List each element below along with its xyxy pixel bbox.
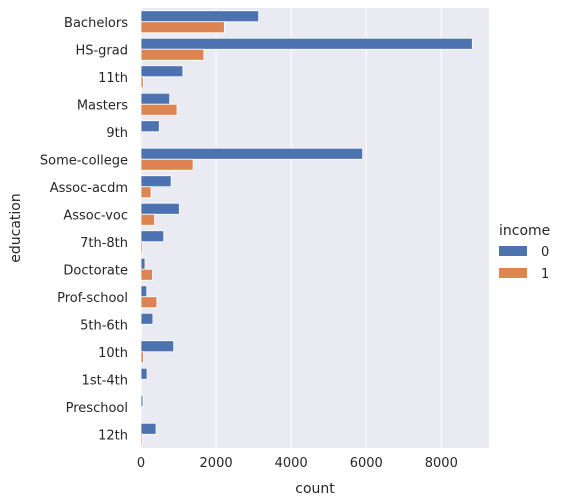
y-tick-labels: Bachelors HS-grad 11th Masters 9th Some-colle… (40, 16, 128, 444)
legend-entry-1: 1 (541, 267, 549, 282)
y-tick-label: Assoc-voc (63, 208, 128, 223)
bar-series-0-12th (140, 422, 157, 435)
bar-series-1-10th (140, 351, 144, 364)
y-tick-label: 10th (98, 346, 128, 361)
bar-series-1-Some-college (140, 158, 194, 171)
bar-series-0-1st-4th (140, 367, 148, 380)
y-axis-label: education (8, 193, 24, 262)
legend: income 0 1 (499, 223, 550, 282)
bar-series-1-Assoc-voc (140, 213, 155, 226)
bar-series-0-Assoc-voc (140, 202, 180, 215)
bar-series-1-7th-8th (140, 241, 143, 254)
y-tick-label: Some-college (40, 153, 128, 168)
bar-series-1-Prof-school (140, 296, 158, 309)
bar-series-0-7th-8th (140, 230, 165, 243)
x-tick-label: 6000 (350, 456, 383, 471)
bar-series-0-Preschool (140, 395, 144, 408)
bar-series-1-HS-grad (140, 48, 205, 61)
y-tick-label: 7th-8th (80, 236, 128, 251)
y-tick-label: Doctorate (63, 263, 128, 278)
bar-series-0-HS-grad (140, 37, 473, 50)
bar-series-1-Bachelors (140, 21, 225, 34)
plot-background (141, 8, 489, 448)
bar-series-1-5th-6th (140, 323, 143, 336)
bar-series-0-Doctorate (140, 257, 146, 270)
x-tick-label: 2000 (200, 456, 233, 471)
y-tick-label: 12th (98, 428, 128, 443)
y-tick-label: Masters (77, 98, 128, 113)
y-tick-label: 11th (98, 71, 128, 86)
y-tick-label: Prof-school (57, 291, 128, 306)
y-tick-label: 9th (106, 126, 128, 141)
x-tick-labels: 0 2000 4000 6000 8000 (137, 456, 458, 471)
bar-series-1-Doctorate (140, 268, 153, 281)
x-tick-label: 0 (137, 456, 145, 471)
bar-series-1-12th (140, 433, 143, 446)
x-tick-label: 4000 (275, 456, 308, 471)
bar-series-1-Masters (140, 103, 178, 116)
legend-swatch-0 (499, 246, 527, 256)
y-tick-label: 1st-4th (82, 373, 128, 388)
bar-series-1-11th (140, 76, 144, 89)
x-axis-label: count (295, 481, 335, 497)
bar-series-1-Assoc-acdm (140, 186, 152, 199)
bar-series-0-Prof-school (140, 285, 148, 298)
bars (140, 10, 473, 446)
bar-series-0-Bachelors (140, 10, 260, 23)
bar-series-1-9th (140, 131, 143, 144)
y-tick-label: 5th-6th (80, 318, 128, 333)
y-tick-label: HS-grad (75, 43, 128, 58)
bar-series-0-Assoc-acdm (140, 175, 172, 188)
bar-series-0-10th (140, 340, 175, 353)
bar-series-0-11th (140, 65, 184, 78)
bar-series-0-5th-6th (140, 312, 154, 325)
y-tick-label: Bachelors (64, 16, 128, 31)
y-tick-label: Preschool (66, 401, 128, 416)
x-tick-label: 8000 (425, 456, 458, 471)
legend-entry-0: 0 (541, 245, 549, 260)
legend-swatch-1 (499, 268, 527, 278)
y-tick-label: Assoc-acdm (50, 181, 128, 196)
bar-series-0-9th (140, 120, 160, 133)
bar-series-0-Masters (140, 92, 171, 105)
legend-title: income (499, 223, 550, 239)
bar-series-0-Some-college (140, 147, 364, 160)
